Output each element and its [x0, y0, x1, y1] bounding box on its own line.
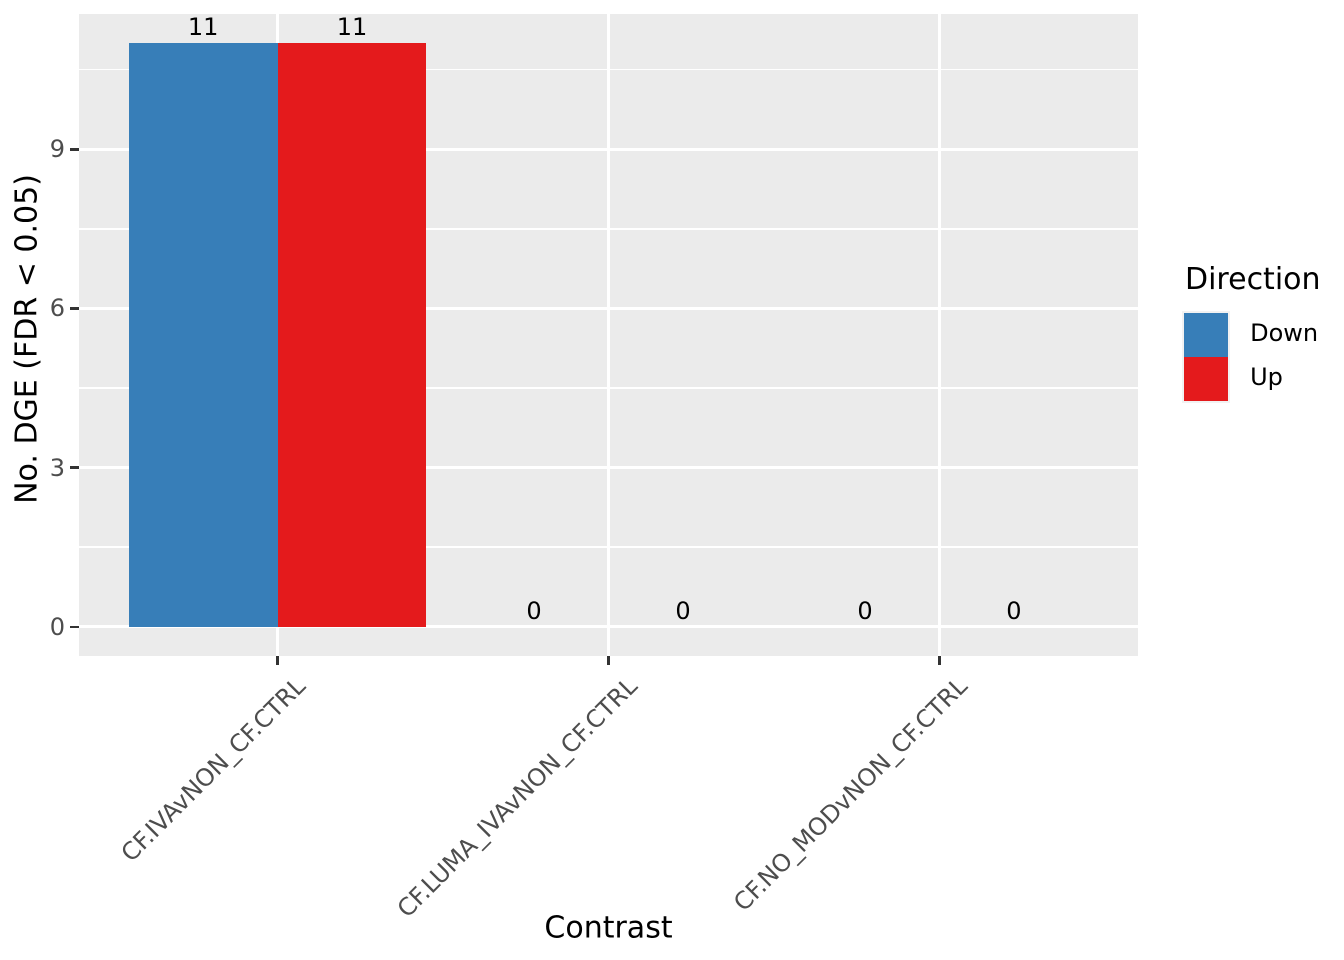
y-axis-tick	[70, 148, 79, 151]
x-tick-label: CF.IVAvNON_CF.CTRL	[116, 672, 312, 868]
legend-keys	[1182, 311, 1230, 403]
up-swatch	[1184, 357, 1228, 401]
bar-down	[128, 43, 278, 627]
bar-value-label: 0	[1006, 596, 1022, 625]
gridline-major-x	[938, 14, 941, 656]
bar-value-label: 11	[336, 13, 368, 42]
y-axis-tick	[70, 466, 79, 469]
y-tick-label: 3	[49, 453, 65, 482]
bar-value-label: 0	[857, 596, 873, 625]
x-axis-tick	[938, 656, 941, 665]
legend-label-up: Up	[1250, 363, 1283, 391]
y-axis-tick	[70, 307, 79, 310]
x-tick-label: CF.LUMA_IVAvNON_CF.CTRL	[391, 672, 643, 924]
down-swatch	[1184, 313, 1228, 357]
y-tick-label: 9	[49, 135, 65, 164]
legend-label-down: Down	[1250, 319, 1319, 347]
legend-key-down	[1184, 313, 1228, 357]
legend: Direction Down Up	[1182, 262, 1321, 403]
bar-up	[277, 43, 427, 627]
legend-title: Direction	[1185, 262, 1321, 297]
bar-value-label: 0	[526, 596, 542, 625]
x-axis-title: Contrast	[544, 910, 673, 946]
x-axis-tick	[607, 656, 610, 665]
legend-key-up	[1184, 357, 1228, 401]
y-tick-label: 6	[49, 294, 65, 323]
bar-value-label: 11	[187, 13, 219, 42]
y-axis-title: No. DGE (FDR < 0.05)	[9, 174, 45, 504]
x-axis-tick	[276, 656, 279, 665]
gridline-major-x	[607, 14, 610, 656]
y-axis-tick	[70, 625, 79, 629]
x-tick-label: CF.NO_MODvNON_CF.CTRL	[728, 672, 974, 917]
legend-labels: Down Up	[1250, 311, 1318, 399]
plot-panel: 11 0 0 11 0 0	[79, 13, 1138, 656]
y-tick-label: 0	[49, 612, 65, 641]
bar-value-label: 0	[675, 596, 691, 625]
